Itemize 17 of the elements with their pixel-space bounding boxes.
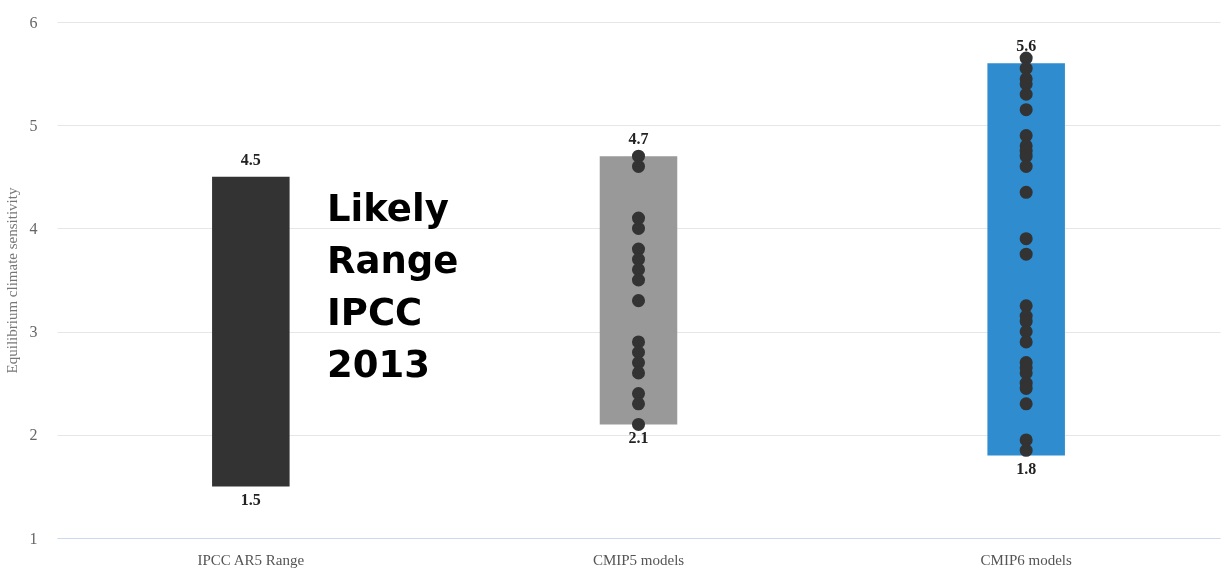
annotation: 1.5 xyxy=(240,491,261,509)
annotation: 4.5 xyxy=(240,150,261,168)
y-tick-label: 2 xyxy=(29,426,38,444)
annotation: Likely Range IPCC 2013 xyxy=(327,187,459,386)
x-tick-label: CMIP5 models xyxy=(592,551,685,568)
y-tick-label: 5 xyxy=(29,116,38,134)
y-tick-label: 4 xyxy=(29,219,38,237)
x-tick-label: IPCC AR5 Range xyxy=(197,551,305,568)
y-tick-label: 3 xyxy=(29,323,38,341)
annotation: 1.8 xyxy=(1016,460,1037,478)
x-tick-label: CMIP6 models xyxy=(980,551,1072,568)
y-axis-title: Equilibrium climate sensitivity xyxy=(3,187,20,374)
annotation: 5.6 xyxy=(1016,37,1037,55)
y-tick-label: 6 xyxy=(29,13,38,31)
annotation: 4.7 xyxy=(628,130,649,148)
y-tick-label: 1 xyxy=(29,529,38,547)
annotation: 2.1 xyxy=(628,429,649,447)
